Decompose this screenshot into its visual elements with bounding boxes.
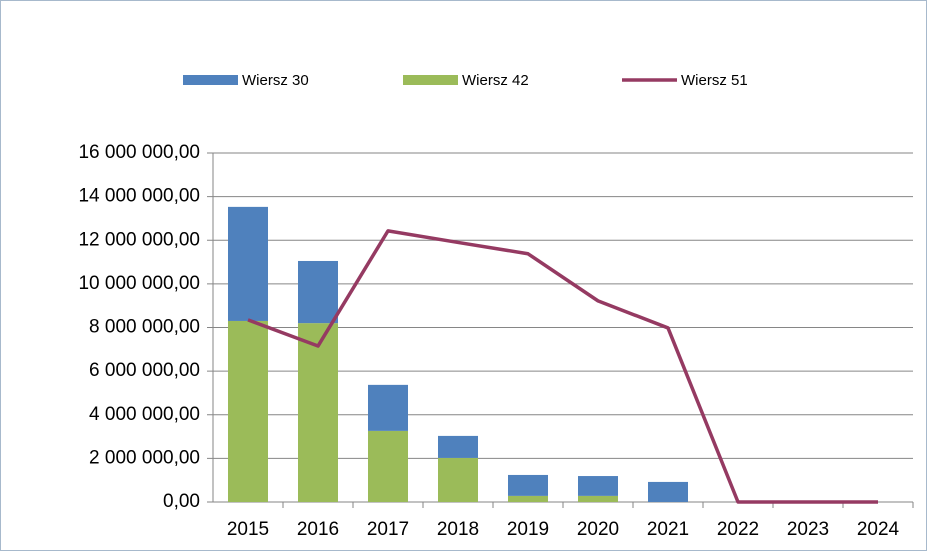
x-tick-label: 2023 — [787, 519, 829, 540]
bar — [508, 474, 548, 496]
y-tick-label: 12 000 000,00 — [78, 229, 200, 250]
bar — [298, 323, 338, 502]
bar — [438, 457, 478, 502]
bar — [298, 260, 338, 324]
legend-label: Wiersz 42 — [462, 72, 529, 89]
x-tick-label: 2017 — [367, 519, 409, 540]
x-tick-label: 2015 — [227, 519, 269, 540]
x-tick-label: 2018 — [437, 519, 479, 540]
bar — [368, 430, 408, 502]
y-tick-label: 8 000 000,00 — [89, 317, 200, 338]
bar — [508, 495, 548, 502]
bar — [228, 320, 268, 502]
x-tick-label: 2021 — [647, 519, 689, 540]
y-tick-label: 14 000 000,00 — [78, 186, 200, 207]
bar — [438, 435, 478, 458]
legend-label: Wiersz 30 — [242, 72, 309, 89]
y-tick-label: 16 000 000,00 — [78, 142, 200, 163]
y-tick-label: 0,00 — [163, 491, 200, 512]
legend-swatch — [403, 75, 458, 85]
bar — [578, 476, 618, 496]
legend-swatch — [183, 75, 238, 85]
bar — [578, 495, 618, 502]
y-tick-label: 6 000 000,00 — [89, 360, 200, 381]
legend-label: Wiersz 51 — [681, 72, 748, 89]
bar — [648, 481, 688, 502]
x-tick-label: 2020 — [577, 519, 619, 540]
bar — [368, 384, 408, 431]
x-tick-label: 2024 — [857, 519, 900, 540]
bar — [228, 206, 268, 321]
x-tick-label: 2019 — [507, 519, 549, 540]
x-tick-label: 2022 — [717, 519, 759, 540]
x-tick-label: 2016 — [297, 519, 339, 540]
line — [247, 229, 878, 504]
y-tick-label: 4 000 000,00 — [89, 404, 200, 425]
y-tick-label: 10 000 000,00 — [78, 273, 200, 294]
y-tick-label: 2 000 000,00 — [89, 447, 200, 468]
